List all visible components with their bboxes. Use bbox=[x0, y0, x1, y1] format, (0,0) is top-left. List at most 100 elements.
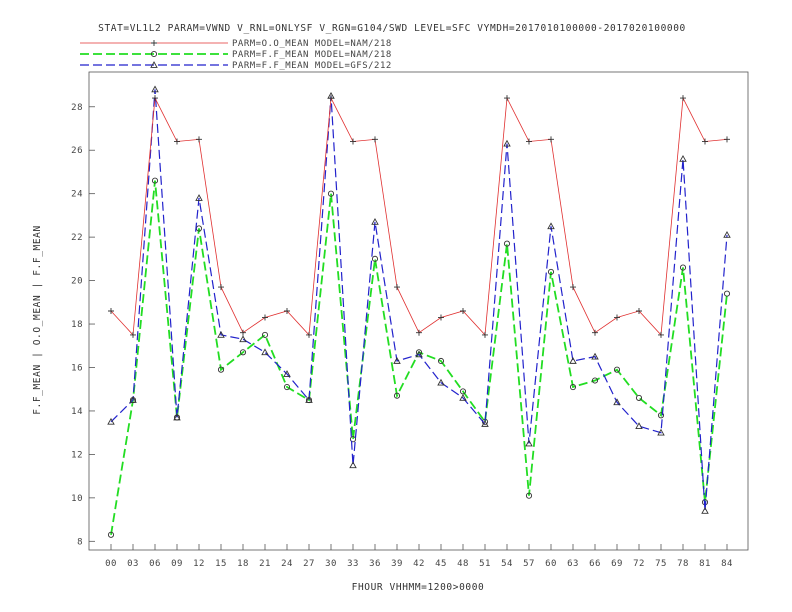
legend-label: PARM=F.F_MEAN MODEL=GFS/212 bbox=[232, 61, 392, 71]
data-point bbox=[218, 284, 224, 291]
data-point bbox=[107, 417, 115, 425]
data-point bbox=[152, 95, 158, 102]
data-point bbox=[636, 308, 642, 314]
x-tick-label: 57 bbox=[523, 559, 535, 569]
data-point bbox=[151, 177, 159, 184]
series-line bbox=[110, 180, 728, 535]
data-point bbox=[657, 412, 665, 419]
data-point bbox=[724, 136, 730, 143]
y-tick-label: 24 bbox=[71, 190, 83, 200]
data-point bbox=[372, 136, 378, 143]
y-tick-label: 14 bbox=[71, 407, 83, 417]
data-point bbox=[239, 335, 247, 343]
data-point bbox=[173, 413, 181, 421]
data-point bbox=[438, 314, 444, 321]
y-tick-label: 22 bbox=[71, 233, 83, 243]
x-tick-label: 00 bbox=[105, 559, 117, 569]
x-axis-label: FHOUR VHHMM=1200>0000 bbox=[352, 582, 485, 593]
data-point bbox=[592, 329, 598, 336]
data-point bbox=[504, 95, 510, 102]
data-point bbox=[107, 531, 115, 538]
x-tick-label: 78 bbox=[677, 559, 689, 569]
legend-entry: PARM=O.O_MEAN MODEL=NAM/218 bbox=[80, 39, 391, 49]
data-point bbox=[350, 138, 356, 145]
data-point bbox=[349, 461, 357, 469]
x-tick-label: 63 bbox=[567, 559, 579, 569]
y-tick-label: 8 bbox=[77, 537, 83, 547]
x-tick-label: 45 bbox=[435, 559, 447, 569]
data-point bbox=[547, 222, 555, 230]
data-point bbox=[393, 392, 401, 399]
x-tick-label: 81 bbox=[699, 559, 711, 569]
plot-area bbox=[88, 71, 749, 551]
data-point bbox=[525, 492, 533, 499]
data-point bbox=[657, 428, 665, 436]
data-point bbox=[306, 331, 312, 338]
data-point bbox=[174, 138, 180, 145]
x-tick-label: 51 bbox=[479, 559, 491, 569]
y-tick-label: 20 bbox=[71, 277, 83, 287]
data-point bbox=[261, 331, 269, 338]
data-point bbox=[217, 366, 225, 373]
data-point bbox=[679, 264, 687, 271]
data-point bbox=[394, 284, 400, 291]
y-tick-label: 16 bbox=[71, 363, 83, 373]
data-point bbox=[283, 370, 291, 377]
y-tick-label: 10 bbox=[71, 494, 83, 504]
x-tick-label: 60 bbox=[545, 559, 557, 569]
data-point bbox=[723, 231, 731, 238]
data-point bbox=[569, 357, 577, 364]
x-tick-label: 69 bbox=[611, 559, 623, 569]
x-tick-label: 03 bbox=[127, 559, 139, 569]
data-point bbox=[548, 136, 554, 143]
data-point bbox=[679, 154, 687, 162]
data-point bbox=[481, 420, 489, 427]
data-point bbox=[635, 422, 643, 430]
data-point bbox=[547, 268, 555, 275]
data-point bbox=[108, 308, 114, 314]
legend: PARM=O.O_MEAN MODEL=NAM/218PARM=F.F_MEAN… bbox=[80, 39, 392, 71]
data-point bbox=[328, 95, 334, 102]
x-tick-label: 21 bbox=[259, 559, 271, 569]
data-point bbox=[437, 357, 445, 365]
legend-entry: PARM=F.F_MEAN MODEL=NAM/218 bbox=[80, 50, 392, 60]
y-tick-label: 18 bbox=[71, 320, 83, 330]
x-tick-label: 54 bbox=[501, 559, 513, 569]
x-tick-label: 33 bbox=[347, 559, 359, 569]
data-point bbox=[371, 217, 379, 225]
data-point bbox=[261, 348, 269, 356]
series-line bbox=[110, 89, 728, 511]
series-line bbox=[110, 96, 728, 336]
data-point bbox=[614, 314, 620, 321]
data-point bbox=[658, 331, 664, 338]
series-1 bbox=[107, 177, 731, 538]
legend-marker bbox=[150, 50, 158, 58]
data-point bbox=[570, 284, 576, 291]
legend-marker bbox=[151, 40, 157, 46]
data-point bbox=[680, 95, 686, 102]
y-tick-label: 28 bbox=[71, 103, 83, 113]
data-point bbox=[482, 331, 488, 338]
x-tick-label: 75 bbox=[655, 559, 667, 569]
legend-label: PARM=F.F_MEAN MODEL=NAM/218 bbox=[232, 50, 392, 60]
data-point bbox=[371, 255, 379, 262]
series-0 bbox=[108, 95, 730, 338]
data-point bbox=[262, 314, 268, 321]
series-layer bbox=[107, 85, 731, 538]
data-point bbox=[723, 290, 731, 297]
data-point bbox=[349, 436, 357, 443]
data-point bbox=[503, 240, 511, 247]
chart-title: STAT=VL1L2 PARAM=VWND V_RNL=ONLYSF V_RGN… bbox=[98, 23, 686, 34]
x-tick-label: 72 bbox=[633, 559, 645, 569]
data-point bbox=[283, 383, 291, 391]
y-tick-label: 26 bbox=[71, 146, 83, 156]
data-point bbox=[613, 398, 621, 406]
x-tick-label: 12 bbox=[193, 559, 205, 569]
data-point bbox=[151, 85, 159, 93]
x-tick-label: 48 bbox=[457, 559, 469, 569]
data-point bbox=[129, 396, 137, 403]
data-point bbox=[503, 139, 511, 147]
data-point bbox=[416, 329, 422, 336]
data-point bbox=[569, 383, 577, 391]
